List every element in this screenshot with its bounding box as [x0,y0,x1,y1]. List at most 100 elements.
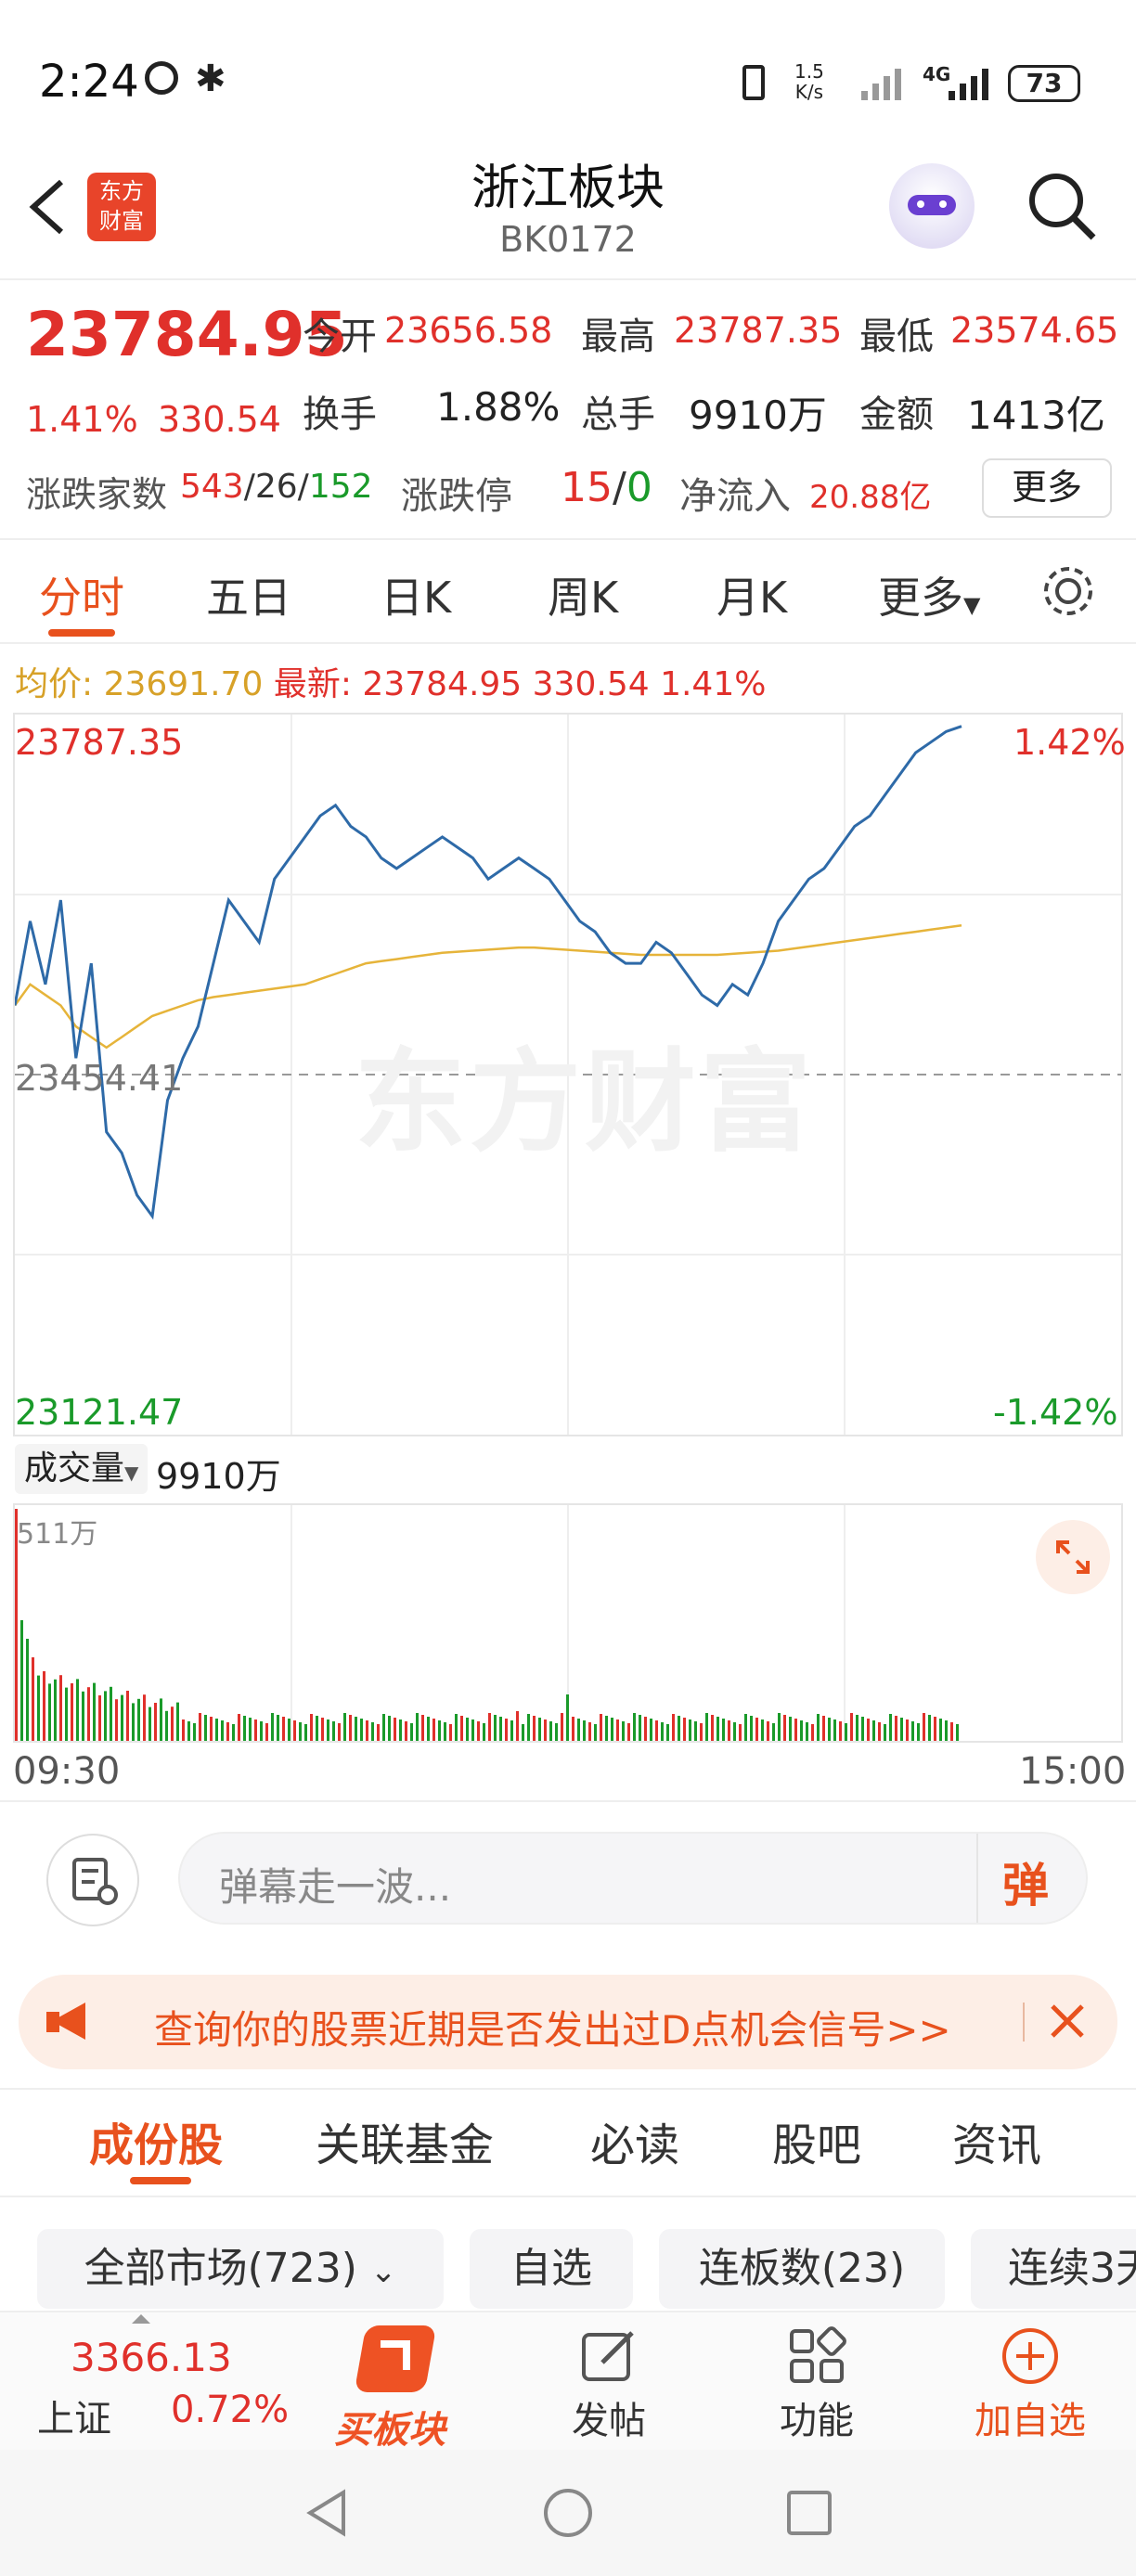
filter-market[interactable]: 全部市场(723) ⌄ [37,2229,444,2309]
volume-bar [427,1717,430,1741]
volume-bar [722,1719,725,1741]
volume-bar [382,1714,385,1741]
robot-assistant-icon[interactable] [889,163,975,249]
change-value: 330.54 [158,399,281,440]
section-divider-3 [0,2196,1136,2197]
volume-bar [110,1686,112,1741]
volume-total: 9910万 [156,1456,281,1497]
back-button[interactable] [24,174,71,239]
volume-chart[interactable] [13,1503,1123,1743]
volume-bar [148,1707,151,1741]
intraday-chart[interactable] [13,713,1123,1436]
tab-monthly-k[interactable]: 月K [716,573,788,623]
tab-forum[interactable]: 股吧 [772,2119,862,2171]
latest-change: 330.54 [532,665,650,703]
tab-news[interactable]: 资讯 [952,2119,1042,2171]
volume-bar [845,1723,847,1741]
volume-bar [689,1719,691,1741]
search-button[interactable] [1025,169,1099,243]
volume-bar [277,1715,279,1741]
tab-five-day[interactable]: 五日 [206,573,291,623]
volume-bar [700,1723,703,1741]
functions-button[interactable]: 功能 [761,2318,872,2448]
volume-bar [59,1675,62,1741]
limit-label: 涨跌停 [401,475,512,518]
volume-bar [126,1691,129,1741]
signal-icon [859,67,908,100]
volume-bar [577,1719,580,1741]
section-divider [0,1800,1136,1802]
promo-banner[interactable]: 查询你的股票近期是否发出过D点机会信号>> [19,1975,1117,2069]
chart-settings-button[interactable] [1039,562,1097,620]
nav-back-button[interactable] [301,2487,353,2539]
watermark: 东方财富 [355,1038,815,1167]
volume-bar [371,1722,374,1741]
tab-related-funds[interactable]: 关联基金 [316,2119,495,2171]
avg-label: 均价: [15,665,94,703]
volume-bar [917,1723,920,1741]
volume-bar [343,1713,346,1741]
volume-bar [655,1720,658,1741]
latest-value: 23784.95 [362,665,523,703]
danmu-settings-button[interactable] [46,1834,139,1926]
tab-more[interactable]: 更多▼ [878,564,980,625]
price-chart-svg [15,715,1121,1435]
danmu-input[interactable]: 弹幕走一波... 弹 [178,1832,1088,1925]
chart-top-pct: 1.42% [1013,722,1126,763]
tab-weekly-k[interactable]: 周K [548,573,619,623]
nav-recents-button[interactable] [783,2487,835,2539]
volume-bar [76,1679,79,1741]
volume-bar [137,1698,140,1741]
grid-icon [790,2326,846,2383]
volume-bar [477,1721,480,1741]
volume-bar [399,1719,402,1741]
filter-limit-up-count[interactable]: 连板数(23) [659,2229,945,2309]
volume-bar [254,1719,257,1741]
volume-bar [20,1620,23,1741]
volume-bar [455,1714,458,1741]
amount-label: 金额 [859,393,934,436]
status-bar: 2:24 ✱ 1.5 K/s 4G 73 [0,0,1136,139]
filter-consecutive[interactable]: 连续3天 [971,2229,1136,2309]
volume-bar [923,1713,925,1741]
volume-bar [232,1724,235,1741]
expand-chart-button[interactable] [1036,1520,1110,1594]
tab-constituents[interactable]: 成份股 [89,2119,224,2171]
latest-pct: 1.41% [660,665,767,703]
caret-down-icon: ▼ [124,1462,139,1484]
volume-bar [71,1683,73,1741]
volume-bar [416,1713,419,1741]
volume-bar [711,1715,714,1741]
more-button[interactable]: 更多 [982,458,1112,518]
volume-bar [811,1724,814,1741]
index-ticker[interactable]: 3366.13 上证 0.72% [37,2314,289,2444]
volume-bar [772,1723,775,1741]
volume-bar [800,1720,803,1741]
volume-selector[interactable]: 成交量▼ [15,1444,148,1494]
volume-bar [633,1713,636,1741]
tab-intraday[interactable]: 分时 [39,573,124,623]
volume-bar [900,1718,903,1741]
nav-home-button[interactable] [542,2487,594,2539]
volume-bar [650,1719,652,1741]
volume-bar [299,1722,302,1741]
volume-bar [238,1714,240,1741]
volume-bar [154,1703,157,1741]
volume-bar [911,1721,914,1741]
add-watchlist-button[interactable]: 加自选 [956,2318,1104,2448]
volume-bar [193,1723,196,1741]
close-banner-button[interactable] [1041,1995,1093,2047]
volume-bar [54,1679,57,1741]
post-button[interactable]: 发帖 [553,2318,665,2448]
danmu-toggle-button[interactable]: 弹 [1002,1848,1049,1915]
tab-must-read[interactable]: 必读 [590,2119,680,2171]
volume-bar [271,1713,274,1741]
caret-down-icon: ▼ [963,592,981,618]
tab-daily-k[interactable]: 日K [381,573,452,623]
app-logo[interactable]: 东方 财富 [87,173,156,241]
volume-bar [945,1720,948,1741]
volume-bar [444,1722,446,1741]
volume-bar [767,1721,769,1741]
buy-sector-button[interactable]: 买板块 [327,2318,466,2452]
filter-watchlist[interactable]: 自选 [470,2229,633,2309]
